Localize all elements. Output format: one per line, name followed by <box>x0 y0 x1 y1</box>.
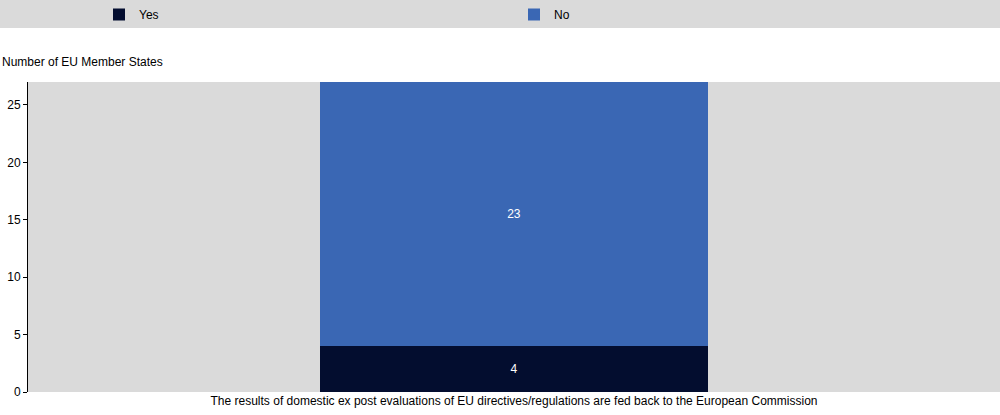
svg-text:10: 10 <box>7 270 21 284</box>
svg-text:20: 20 <box>7 156 21 170</box>
svg-text:25: 25 <box>7 98 21 112</box>
svg-text:5: 5 <box>14 328 21 342</box>
svg-text:15: 15 <box>7 213 21 227</box>
svg-text:23: 23 <box>507 207 521 221</box>
svg-text:0: 0 <box>14 385 21 399</box>
svg-text:Number of EU Member States: Number of EU Member States <box>2 55 163 69</box>
svg-text:No: No <box>554 8 570 22</box>
svg-text:4: 4 <box>511 362 518 376</box>
svg-text:The results of domestic ex pos: The results of domestic ex post evaluati… <box>211 394 818 408</box>
svg-text:Yes: Yes <box>139 8 159 22</box>
